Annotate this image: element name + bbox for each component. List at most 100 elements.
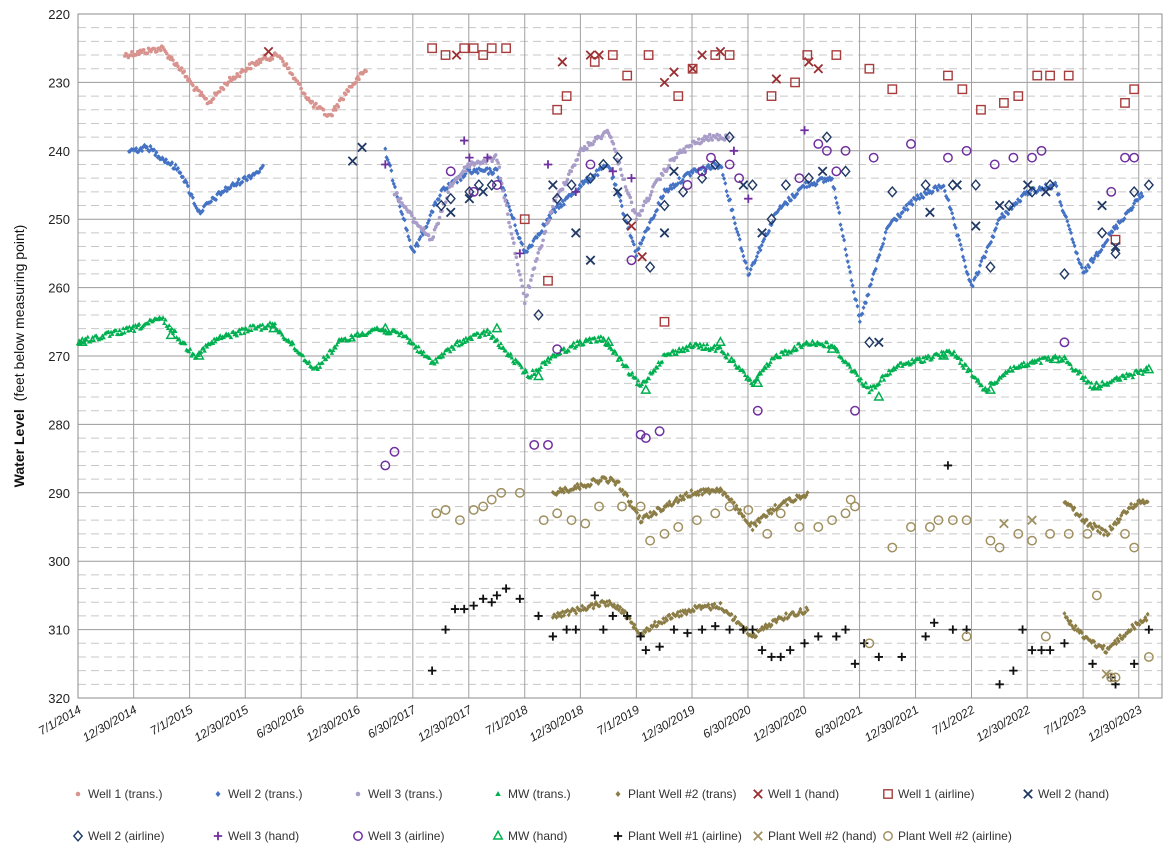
point-plant-well-2-trans xyxy=(627,615,632,621)
point-well-3-hand xyxy=(515,249,525,258)
point-well-1-trans xyxy=(158,48,163,53)
point-mw-trans xyxy=(857,378,862,383)
point-mw-trans xyxy=(264,326,269,331)
point-well-2-trans xyxy=(956,233,961,238)
point-well-2-trans xyxy=(980,255,985,261)
point-well-2-trans xyxy=(185,183,190,189)
legend-label-well-3-hand: Well 3 (hand) xyxy=(228,829,299,843)
point-mw-trans xyxy=(771,356,777,361)
point-mw-trans xyxy=(963,362,969,367)
point-well-2-trans xyxy=(725,193,730,199)
point-plant-well-1-airline xyxy=(757,645,767,655)
point-plant-well-1-airline xyxy=(814,632,823,641)
point-plant-well-2-airline xyxy=(762,528,773,539)
point-well-2-trans xyxy=(850,283,855,288)
point-well-2-trans xyxy=(903,207,908,212)
point-plant-well-2-trans xyxy=(767,510,772,516)
point-well-2-trans xyxy=(1122,216,1127,221)
point-well-2-trans xyxy=(1089,256,1094,262)
point-well-3-trans xyxy=(398,196,403,201)
point-well-2-trans xyxy=(539,228,544,234)
point-well-2-hand xyxy=(445,207,456,218)
point-plant-well-2-airline xyxy=(794,522,805,532)
point-plant-well-1-airline xyxy=(683,628,692,638)
point-mw-trans xyxy=(650,370,655,375)
point-plant-well-2-trans xyxy=(1068,618,1073,624)
point-mw-trans xyxy=(210,340,216,345)
point-mw-trans xyxy=(300,353,306,358)
point-well-2-trans xyxy=(223,185,228,190)
point-mw-trans xyxy=(681,349,687,354)
point-mw-trans xyxy=(592,335,597,340)
point-well-3-airline xyxy=(1129,152,1140,163)
point-well-2-trans xyxy=(839,227,844,232)
point-plant-well-2-airline xyxy=(580,518,591,529)
point-well-1-airline xyxy=(643,50,654,60)
point-well-2-trans xyxy=(431,202,436,208)
point-well-2-trans xyxy=(633,248,638,254)
point-mw-trans xyxy=(878,378,883,383)
point-well-2-trans xyxy=(257,169,262,175)
point-well-1-airline xyxy=(1045,70,1055,81)
point-plant-well-2-trans xyxy=(561,613,566,618)
point-mw-trans xyxy=(475,331,481,336)
point-well-2-trans xyxy=(200,208,205,214)
point-mw-trans xyxy=(745,374,750,379)
point-plant-well-2-hand xyxy=(1101,669,1112,679)
legend-label-plant-well-2-airline: Plant Well #2 (airline) xyxy=(898,829,1012,843)
point-well-2-airline xyxy=(970,179,981,191)
point-well-2-trans xyxy=(1140,193,1145,199)
point-plant-well-1-airline xyxy=(1129,659,1139,668)
point-well-3-trans xyxy=(521,291,526,296)
point-well-2-trans xyxy=(734,226,739,232)
point-well-2-airline xyxy=(780,179,792,191)
point-well-3-trans xyxy=(660,173,665,177)
point-plant-well-2-trans xyxy=(1135,501,1140,507)
point-well-2-trans xyxy=(682,173,687,179)
point-well-1-trans xyxy=(176,64,180,69)
point-well-3-trans xyxy=(536,251,541,255)
point-mw-hand xyxy=(603,336,615,347)
point-well-2-trans xyxy=(998,215,1003,221)
point-well-2-trans xyxy=(434,202,439,208)
point-mw-trans xyxy=(1100,379,1105,384)
series-well-2-airline xyxy=(436,131,1154,349)
point-well-1-airline xyxy=(887,84,898,95)
point-mw-trans xyxy=(464,338,470,343)
point-well-2-trans xyxy=(860,311,865,317)
point-plant-well-2-airline xyxy=(673,522,684,532)
point-well-2-trans xyxy=(579,184,584,189)
point-well-2-trans xyxy=(178,170,183,176)
point-well-2-trans xyxy=(655,207,660,213)
point-well-2-trans xyxy=(927,190,932,196)
point-mw-trans xyxy=(867,390,872,395)
point-well-2-trans xyxy=(796,187,801,193)
point-well-2-trans xyxy=(899,210,904,216)
point-well-3-trans xyxy=(618,167,623,172)
point-mw-trans xyxy=(165,326,171,331)
point-mw-trans xyxy=(347,337,353,342)
point-well-2-trans xyxy=(724,188,729,194)
point-well-2-trans xyxy=(1059,202,1064,208)
point-mw-trans xyxy=(432,361,437,366)
point-plant-well-2-trans xyxy=(750,527,755,533)
point-mw-trans xyxy=(186,349,192,354)
point-well-3-trans xyxy=(560,187,565,191)
point-well-2-trans xyxy=(439,187,444,193)
point-well-2-trans xyxy=(1129,207,1134,213)
point-well-2-trans xyxy=(385,157,390,163)
point-well-2-trans xyxy=(641,235,646,241)
point-well-2-trans xyxy=(861,305,866,311)
point-plant-well-2-trans xyxy=(652,619,657,625)
point-plant-well-2-trans xyxy=(669,615,674,621)
point-mw-trans xyxy=(996,377,1001,382)
point-plant-well-2-airline xyxy=(617,501,627,512)
point-mw-trans xyxy=(917,355,922,360)
point-well-2-trans xyxy=(978,262,983,268)
point-well-2-trans xyxy=(832,186,837,192)
point-plant-well-1-airline xyxy=(874,652,884,662)
point-mw-trans xyxy=(433,356,438,361)
point-mw-trans xyxy=(469,336,475,341)
point-well-1-airline xyxy=(486,43,497,54)
point-well-1-airline xyxy=(543,275,553,286)
